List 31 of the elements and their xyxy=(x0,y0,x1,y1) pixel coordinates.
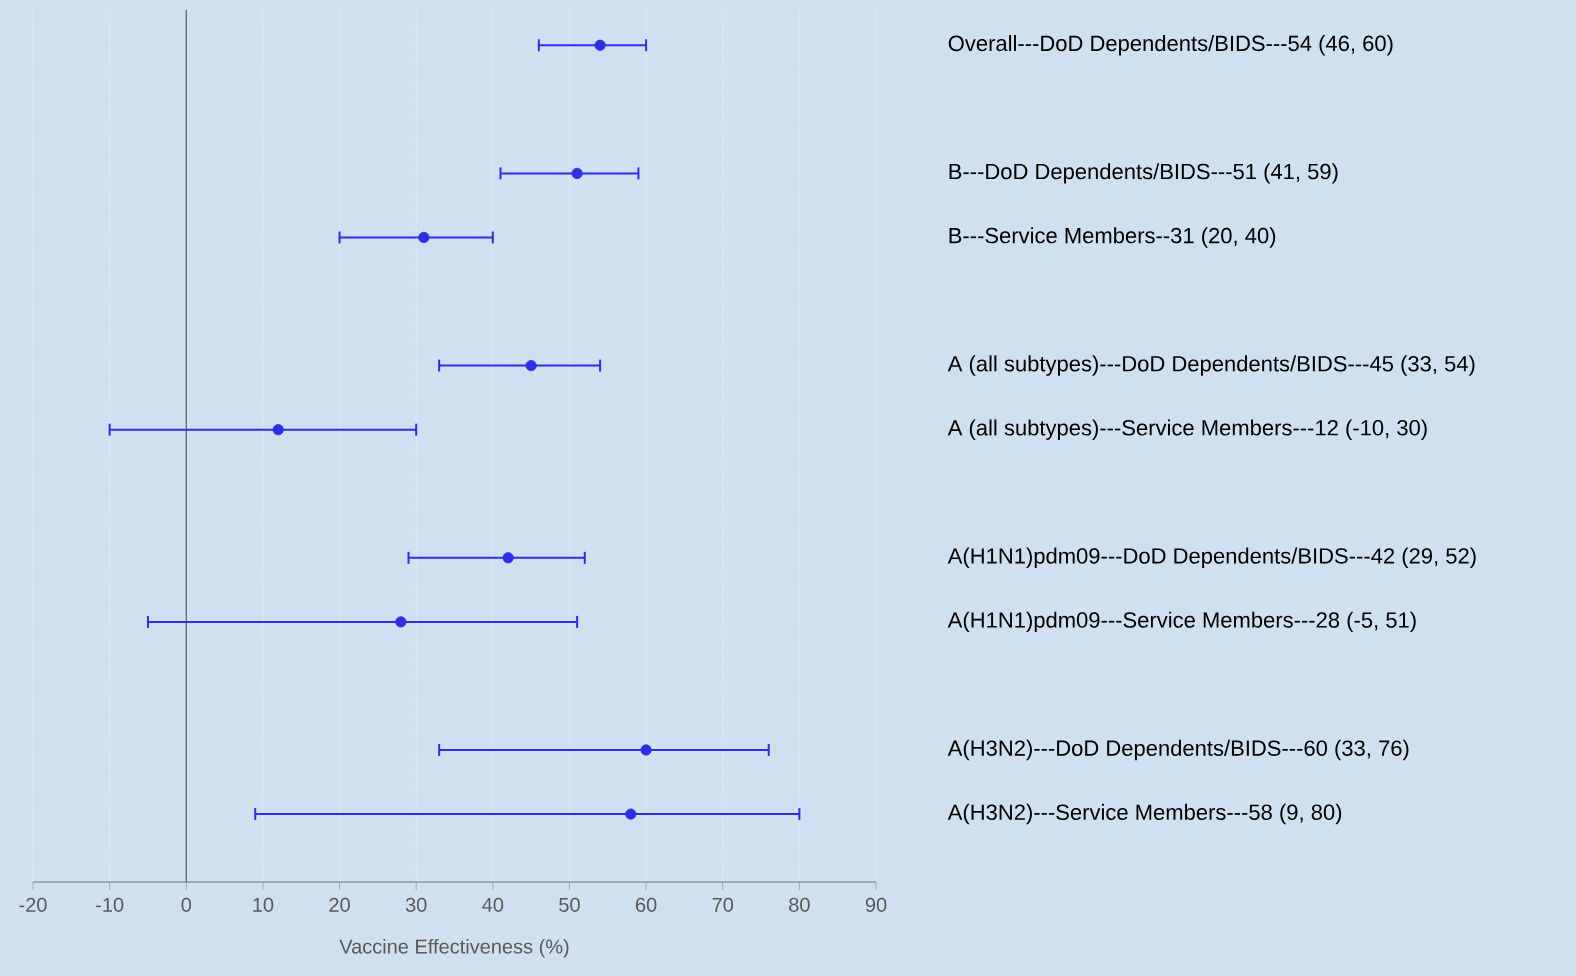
point xyxy=(625,808,637,820)
x-tick-label: 60 xyxy=(635,897,657,912)
y-tick-label: A(H1N1)pdm09---DoD Dependents/BIDS---42 (29, 52) xyxy=(947,547,1476,569)
point xyxy=(502,552,514,564)
y-tick-label: A(H1N1)pdm09---Service Members---28 (-5, 51) xyxy=(947,611,1416,633)
y-tick-label: B---Service Members--31 (20, 40) xyxy=(949,227,1276,248)
point xyxy=(418,231,430,244)
x-tick-label: 10 xyxy=(253,897,274,912)
x-tick-label: 80 xyxy=(789,897,810,912)
x-tick-label: 70 xyxy=(712,897,734,912)
y-tick-label: A (all subtypes)---Service Members---12 (-10, 30) xyxy=(947,419,1427,440)
point xyxy=(272,424,284,436)
point xyxy=(525,360,537,372)
point xyxy=(640,744,652,756)
x-tick-label: 30 xyxy=(405,897,427,912)
x-tick-label: -10 xyxy=(96,897,124,912)
y-tick-label: A(H3N2)---Service Members---58 (9, 80) xyxy=(947,803,1342,825)
x-tick-label: 50 xyxy=(559,897,580,912)
point xyxy=(594,39,606,51)
point xyxy=(571,167,583,179)
point xyxy=(395,616,407,628)
x-tick-label: 90 xyxy=(865,897,887,912)
x-tick-label: 0 xyxy=(181,897,192,912)
y-tick-label: A(H3N2)---DoD Dependents/BIDS---60 (33, 76) xyxy=(947,739,1409,761)
x-tick-label: 20 xyxy=(329,897,350,912)
x-tick-label: 40 xyxy=(482,897,504,912)
x-axis-title: Vaccine Effectiveness (%) xyxy=(339,938,569,958)
y-tick-label: A (all subtypes)---DoD Dependents/BIDS---45 (33, 54) xyxy=(947,355,1475,376)
y-tick-label: Overall---DoD Dependents/BIDS---54 (46, 60) xyxy=(948,35,1393,56)
x-tick-label: -20 xyxy=(19,897,47,912)
y-tick-label: B---DoD Dependents/BIDS---51 (41, 59) xyxy=(949,163,1338,184)
